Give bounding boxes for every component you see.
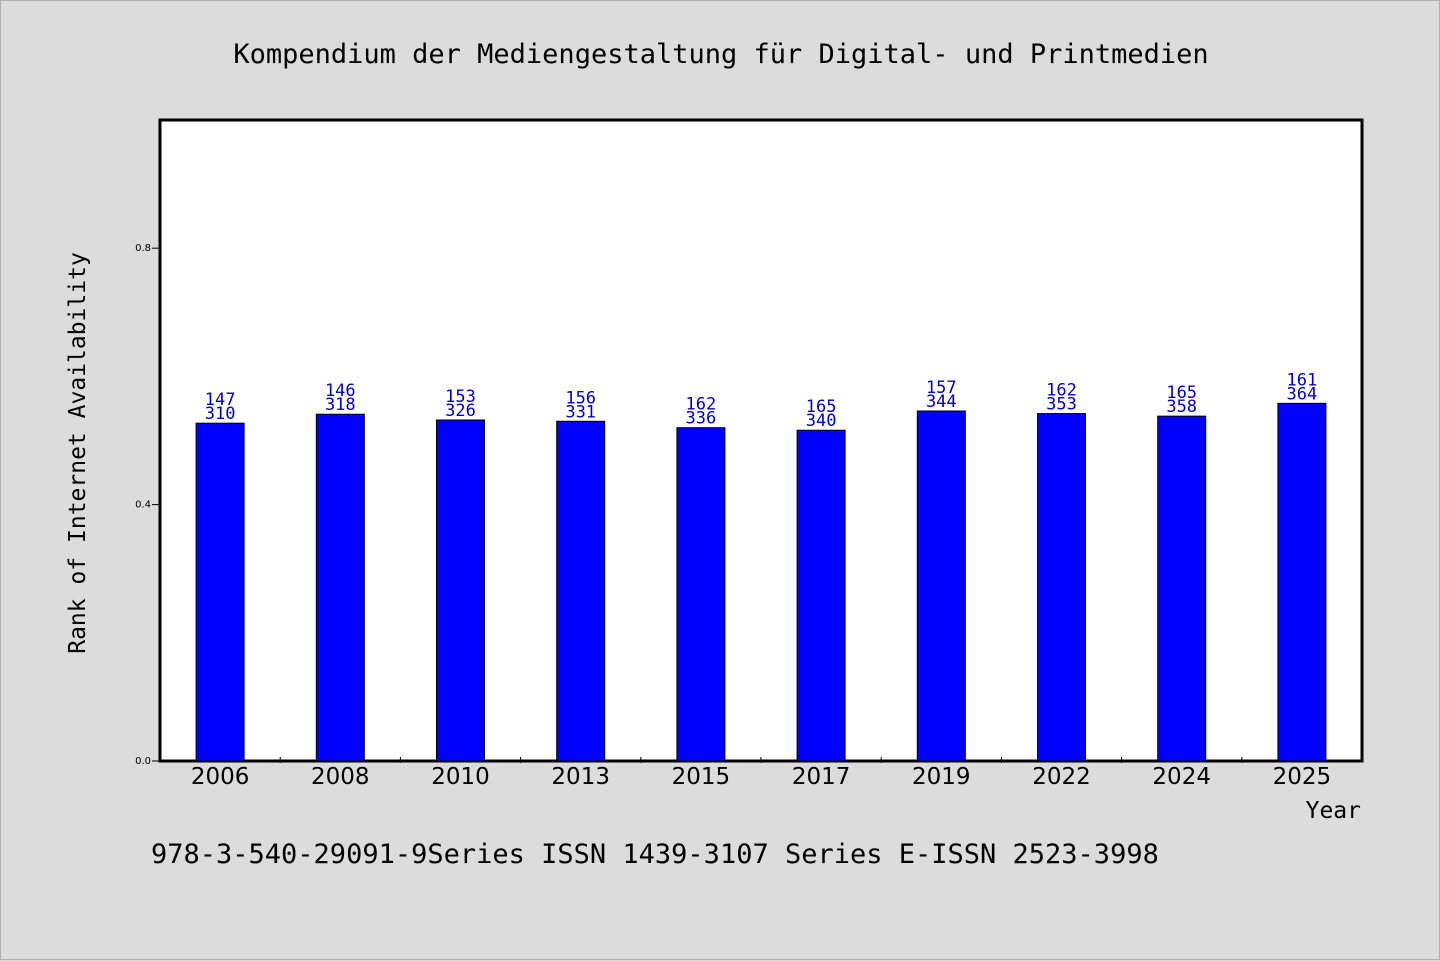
bar-label-top-2024: 165 — [1166, 383, 1197, 403]
bar-label-bottom-2019: 344 — [926, 392, 957, 412]
bar-label-bottom-2022: 353 — [1046, 395, 1077, 415]
bar-2022 — [1037, 413, 1086, 762]
chart-title: Kompendium der Mediengestaltung für Digi… — [233, 39, 1208, 70]
bar-2013 — [556, 420, 606, 762]
bar-2017 — [796, 429, 846, 762]
bar-label-top-2015: 162 — [686, 395, 717, 415]
bar-label-bottom-2024: 358 — [1166, 397, 1197, 417]
x-axis-label: Year — [1306, 798, 1361, 824]
bar-2008 — [315, 413, 365, 762]
x-tick-label-2015: 2015 — [672, 764, 731, 790]
bar-2024 — [1157, 415, 1207, 762]
bar-label-top-2008: 146 — [325, 381, 356, 401]
bar-label-bottom-2008: 318 — [325, 395, 356, 415]
bars-group — [195, 402, 1327, 762]
y-tick-label-0.0: 0.0 — [135, 756, 151, 767]
bar-label-top-2010: 153 — [445, 387, 476, 407]
x-tick-label-2010: 2010 — [431, 764, 490, 790]
bar-2015 — [676, 427, 726, 762]
y-axis-label: Rank of Internet Availability — [65, 252, 91, 654]
y-tick-label-0.4: 0.4 — [135, 500, 151, 511]
bar-label-top-2013: 156 — [565, 388, 596, 408]
x-tick-label-2008: 2008 — [311, 764, 370, 790]
x-tick-label-2024: 2024 — [1152, 764, 1211, 790]
x-tick-label-2006: 2006 — [191, 764, 250, 790]
bar-2010 — [436, 419, 485, 762]
bar-2006 — [195, 422, 245, 762]
x-tick-label-2022: 2022 — [1032, 764, 1091, 790]
bar-label-top-2019: 157 — [926, 378, 957, 398]
footer-isbn-text: 978-3-540-29091-9Series ISSN 1439-3107 S… — [151, 839, 1159, 870]
x-axis: 2006 2008 2010 2013 2015 2017 2019 2022 2024 2025 — [191, 757, 1331, 790]
bar-label-bottom-2017: 340 — [806, 411, 837, 431]
bar-2025 — [1277, 402, 1327, 762]
bar-label-top-2006: 147 — [205, 390, 236, 410]
bar-label-top-2025: 161 — [1287, 370, 1318, 390]
x-tick-label-2017: 2017 — [792, 764, 851, 790]
bar-label-bottom-2006: 310 — [205, 404, 236, 424]
x-tick-label-2025: 2025 — [1273, 764, 1332, 790]
bar-label-bottom-2010: 326 — [445, 401, 476, 421]
bar-label-bottom-2013: 331 — [565, 402, 596, 422]
x-tick-label-2013: 2013 — [551, 764, 610, 790]
y-tick-label-0.8: 0.8 — [135, 243, 151, 254]
bar-2019 — [916, 410, 966, 762]
x-tick-label-2019: 2019 — [912, 764, 971, 790]
y-axis: 0.0 0.4 0.8 — [135, 243, 160, 767]
bar-label-top-2022: 162 — [1046, 381, 1077, 401]
bar-label-top-2017: 165 — [806, 397, 837, 417]
bar-label-bottom-2015: 336 — [686, 409, 717, 429]
bar-label-bottom-2025: 364 — [1287, 384, 1318, 404]
